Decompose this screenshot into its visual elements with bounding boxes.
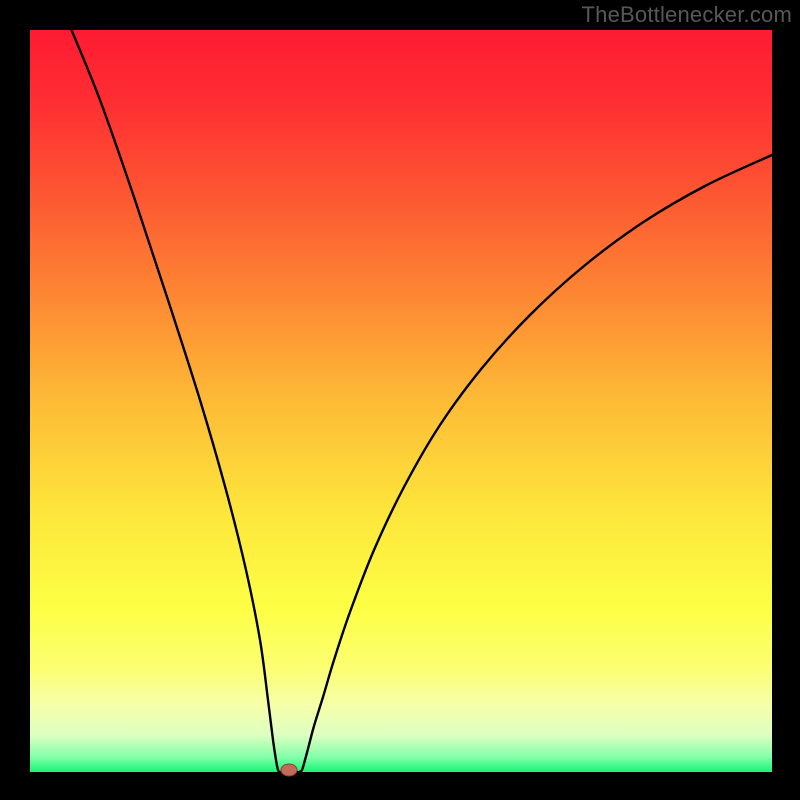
heat-gradient-background <box>30 30 772 772</box>
attribution-text: TheBottlenecker.com <box>582 2 792 28</box>
chart-stage: TheBottlenecker.com <box>0 0 800 800</box>
